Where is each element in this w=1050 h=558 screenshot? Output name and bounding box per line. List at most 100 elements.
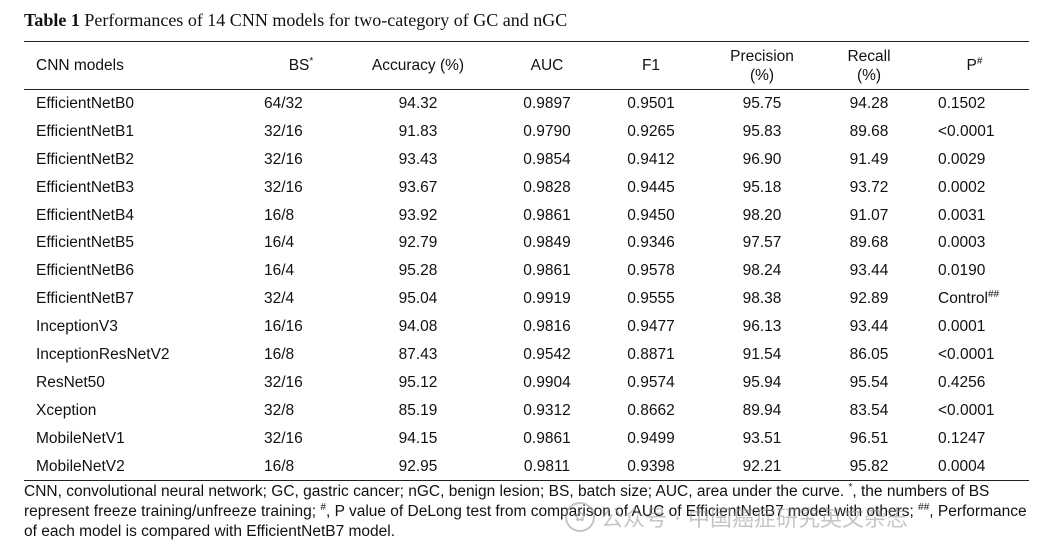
cell-precision: 98.20 (742, 206, 782, 224)
cell-precision: 95.94 (742, 373, 782, 391)
cell-accuracy: 94.15 (398, 429, 438, 447)
cell-model: EfficientNetB0 (36, 94, 134, 112)
cell-precision: 96.90 (742, 150, 782, 168)
cell-f1: 0.9501 (627, 94, 675, 112)
header-cnn-models: CNN models (36, 57, 124, 74)
table-row: EfficientNetB0 64/32 94.32 0.9897 0.9501 95.7… (24, 90, 1029, 118)
cell-model: EfficientNetB2 (36, 150, 134, 168)
cell-model: EfficientNetB3 (36, 178, 134, 196)
cell-precision: 98.38 (742, 290, 782, 308)
cell-p: <0.0001 (938, 122, 995, 140)
cell-auc: 0.9542 (523, 345, 571, 363)
cell-auc: 0.9790 (523, 122, 571, 140)
cell-model: EfficientNetB4 (36, 206, 134, 224)
cell-accuracy: 95.12 (398, 373, 438, 391)
cell-auc: 0.9811 (523, 457, 571, 475)
cell-bs: 16/16 (264, 318, 303, 336)
cell-recall: 96.51 (849, 429, 889, 447)
cell-p: 0.0001 (938, 318, 986, 336)
cell-f1: 0.9398 (627, 457, 675, 475)
cell-precision: 95.83 (742, 122, 782, 140)
cell-accuracy: 94.08 (398, 318, 438, 336)
table-row: MobileNetV2 16/8 92.95 0.9811 0.9398 92.21 95.… (24, 453, 1029, 481)
table-label: Table 1 (24, 10, 80, 30)
cell-accuracy: 93.92 (398, 206, 438, 224)
table-row: EfficientNetB6 16/4 95.28 0.9861 0.9578 98.24… (24, 257, 1029, 285)
cell-precision: 98.24 (742, 262, 782, 280)
cell-recall: 92.89 (849, 290, 889, 308)
cell-bs: 16/8 (264, 457, 295, 475)
cell-precision: 95.75 (742, 94, 782, 112)
cell-accuracy: 94.32 (398, 94, 438, 112)
cell-precision: 91.54 (742, 345, 782, 363)
cell-model: ResNet50 (36, 373, 105, 391)
cell-f1: 0.8662 (627, 401, 675, 419)
cell-recall: 89.68 (849, 234, 889, 252)
cell-precision: 92.21 (742, 457, 782, 475)
cell-auc: 0.9897 (523, 94, 571, 112)
table-row: EfficientNetB4 16/8 93.92 0.9861 0.9450 98.20… (24, 202, 1029, 230)
header-row: CNN models BS* Accuracy (%) AUC F1 Preci… (24, 41, 1029, 90)
header-accuracy: Accuracy (%) (371, 57, 465, 74)
table-row: InceptionResNetV2 16/8 87.43 0.9542 0.8871 91… (24, 341, 1029, 369)
cell-precision: 97.57 (742, 234, 782, 252)
cell-bs: 32/16 (264, 122, 303, 140)
cell-auc: 0.9919 (523, 290, 571, 308)
cell-bs: 16/4 (264, 234, 295, 252)
table-row: EfficientNetB2 32/16 93.43 0.9854 0.9412 96.9… (24, 146, 1029, 174)
table-row: EfficientNetB3 32/16 93.67 0.9828 0.9445 95.1… (24, 174, 1029, 202)
cell-f1: 0.9477 (627, 318, 675, 336)
cell-f1: 0.8871 (627, 345, 675, 363)
cell-recall: 89.68 (849, 122, 889, 140)
cell-precision: 89.94 (742, 401, 782, 419)
cell-model: MobileNetV2 (36, 457, 125, 475)
cell-recall: 95.54 (849, 373, 889, 391)
performance-table: CNN models BS* Accuracy (%) AUC F1 Preci… (24, 41, 1029, 481)
cell-precision: 96.13 (742, 318, 782, 336)
cell-p: 0.0190 (938, 262, 986, 280)
cell-recall: 95.82 (849, 457, 889, 475)
cell-p: <0.0001 (938, 345, 995, 363)
cell-f1: 0.9578 (627, 262, 675, 280)
cell-model: InceptionResNetV2 (36, 345, 170, 363)
header-f1: F1 (641, 57, 661, 74)
cell-p: 0.1502 (938, 94, 986, 112)
cell-p: 0.0002 (938, 178, 986, 196)
header-bs: BS* (288, 55, 314, 74)
table-row: EfficientNetB5 16/4 92.79 0.9849 0.9346 97.57… (24, 229, 1029, 257)
cell-auc: 0.9828 (523, 178, 571, 196)
cell-auc: 0.9854 (523, 150, 571, 168)
cell-bs: 16/4 (264, 262, 295, 280)
cell-bs: 32/16 (264, 373, 303, 391)
cell-auc: 0.9849 (523, 234, 571, 252)
cell-p: <0.0001 (938, 401, 995, 419)
table-caption: Table 1 Performances of 14 CNN models fo… (24, 10, 567, 31)
cell-p: Control## (938, 289, 1000, 308)
cell-model: EfficientNetB7 (36, 290, 134, 308)
cell-bs: 32/4 (264, 290, 295, 308)
cell-precision: 95.18 (742, 178, 782, 196)
cell-recall: 93.72 (849, 178, 889, 196)
cell-model: EfficientNetB1 (36, 122, 134, 140)
cell-recall: 93.44 (849, 318, 889, 336)
cell-recall: 91.07 (849, 206, 889, 224)
table-row: EfficientNetB7 32/4 95.04 0.9919 0.9555 98.38… (24, 285, 1029, 313)
cell-accuracy: 92.79 (398, 234, 438, 252)
cell-model: MobileNetV1 (36, 429, 125, 447)
cell-p: 0.4256 (938, 373, 986, 391)
cell-auc: 0.9861 (523, 206, 571, 224)
table-row: Xception 32/8 85.19 0.9312 0.8662 89.94 83.54 <… (24, 397, 1029, 425)
cell-accuracy: 95.04 (398, 290, 438, 308)
cell-precision: 93.51 (742, 429, 782, 447)
cell-recall: 91.49 (849, 150, 889, 168)
header-precision: Precision (%) (730, 47, 794, 84)
cell-bs: 32/16 (264, 429, 303, 447)
cell-bs: 16/8 (264, 206, 295, 224)
table-caption-text: Performances of 14 CNN models for two-ca… (84, 10, 568, 30)
cell-model: EfficientNetB5 (36, 234, 134, 252)
cell-p: 0.0004 (938, 457, 986, 475)
cell-bs: 16/8 (264, 345, 295, 363)
cell-model: Xception (36, 401, 97, 419)
cell-f1: 0.9265 (627, 122, 675, 140)
cell-recall: 94.28 (849, 94, 889, 112)
